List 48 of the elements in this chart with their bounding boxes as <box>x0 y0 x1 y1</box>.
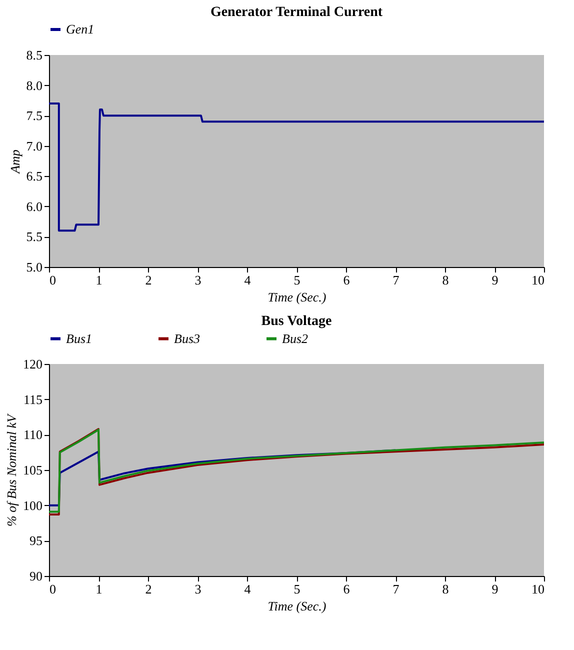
legend-label: Bus3 <box>174 330 200 346</box>
x-tick-label: 6 <box>343 582 350 596</box>
x-tick-label: 8 <box>442 582 449 596</box>
x-tick-label: 5 <box>294 582 300 596</box>
x-tick-label: 4 <box>244 272 252 288</box>
x-tick-label: 4 <box>244 582 252 596</box>
x-tick-label: 10 <box>532 582 544 596</box>
line-series <box>49 102 544 232</box>
x-tick-label: 10 <box>532 272 544 288</box>
y-tick-label: 5.0 <box>26 260 42 274</box>
chart-title: Generator Terminal Current <box>210 5 383 20</box>
y-tick-label: 6.5 <box>26 168 42 184</box>
y-tick-label: 110 <box>23 427 42 442</box>
x-tick-label: 0 <box>50 272 56 288</box>
y-tick-label: 105 <box>23 462 42 478</box>
x-tick-label: 0 <box>50 582 56 596</box>
x-tick-label: 2 <box>145 582 152 596</box>
x-tick-label: 7 <box>392 582 400 596</box>
y-tick-label: 6.0 <box>26 198 42 214</box>
y-tick-label: 95 <box>30 533 42 548</box>
x-tick-label: 9 <box>492 582 498 596</box>
legend-label: Bus2 <box>282 330 308 346</box>
y-axis-title: % of Bus Nominal kV <box>4 412 19 526</box>
y-tick-label: 90 <box>30 568 42 584</box>
y-axis-title: Amp <box>7 149 22 174</box>
x-tick-label: 5 <box>294 272 300 288</box>
chart-title: Bus Voltage <box>261 314 332 329</box>
x-axis-title: Time (Sec.) <box>268 290 326 304</box>
x-tick-label: 1 <box>96 272 102 288</box>
x-tick-label: 3 <box>194 272 202 288</box>
x-tick-label: 3 <box>194 582 202 596</box>
x-tick-label: 1 <box>96 582 102 596</box>
y-tick-label: 8.0 <box>26 78 42 93</box>
x-tick-label: 2 <box>145 272 152 288</box>
y-tick-label: 115 <box>23 392 42 407</box>
x-axis-title: Time (Sec.) <box>268 598 326 614</box>
x-tick-label: 9 <box>492 272 498 288</box>
y-tick-label: 7.5 <box>26 108 42 124</box>
y-tick-label: 100 <box>23 498 42 513</box>
x-tick-label: 6 <box>343 272 350 288</box>
y-tick-label: 5.5 <box>26 229 42 244</box>
legend-label: Bus1 <box>66 330 92 346</box>
x-tick-label: 7 <box>392 272 400 288</box>
y-tick-label: 7.0 <box>26 138 42 154</box>
legend-label: Gen1 <box>66 22 94 36</box>
y-tick-label: 120 <box>23 356 42 372</box>
y-tick-label: 8.5 <box>26 48 42 62</box>
x-tick-label: 8 <box>442 272 449 288</box>
